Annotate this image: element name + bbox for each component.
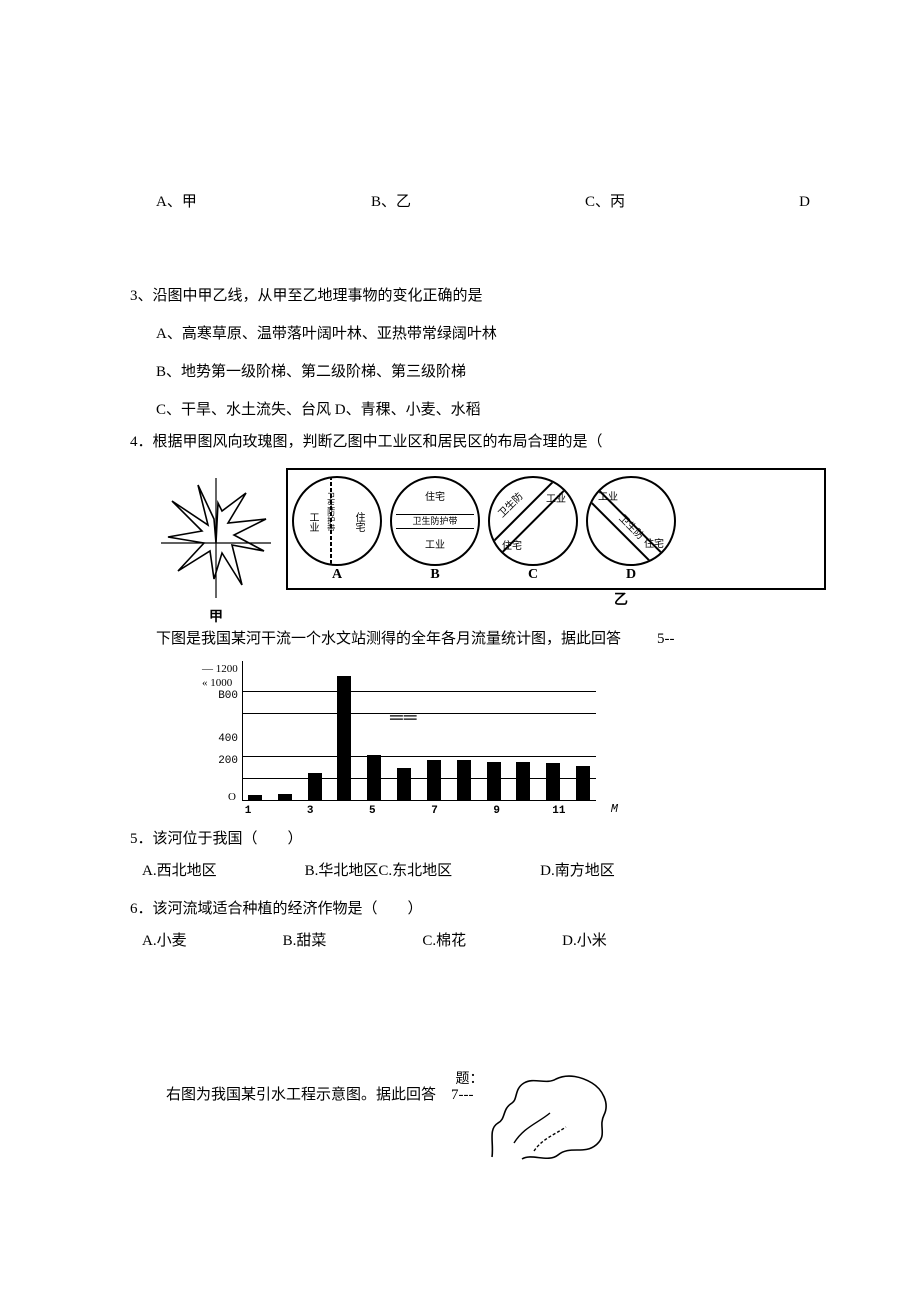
circle-d-nw: 工业 [598,492,618,503]
x-tick-label: 3 [307,803,314,821]
origin-label: O [228,789,236,807]
q6-opt-b: B.甜菜 [283,929,327,953]
layout-panel: 工业 卫生防护带 住宅 A 住宅 卫生防护带 工业 B [286,468,826,590]
x-tick-label: 5 [369,803,376,821]
q2-opt-d: D [799,190,810,214]
x-axis-symbol: M [611,800,618,819]
circle-a-wrap: 工业 卫生防护带 住宅 A [292,476,382,586]
x-tick-label: 9 [493,803,500,821]
q5-options: A.西北地区 B.华北地区C.东北地区 D.南方地区 [142,859,820,883]
bar [248,795,262,800]
y-tick-label: 400 [190,731,238,749]
fig56-intro: 下图是我国某河干流一个水文站测得的全年各月流量统计图，据此回答 5-- [130,627,820,651]
x-tick-label: 11 [552,803,565,821]
circle-c-ne: 工业 [546,494,566,505]
q4-stem: 4．根据甲图风向玫瑰图，判断乙图中工业区和居民区的布局合理的是（ [130,430,820,454]
circle-a-left: 工业 [304,512,320,532]
q5-opt-d: D.南方地区 [540,859,615,883]
bar [516,762,530,801]
fig56-intro-suffix: 5-- [657,627,675,651]
q6-opt-c: C.棉花 [422,929,466,953]
circle-d-wrap: 工业 卫生防 住宅 D [586,476,676,586]
circle-b-mid: 卫生防护带 [396,514,474,529]
bar [487,762,501,801]
panel-label: 乙 [416,590,826,612]
gridline [242,778,596,779]
gridline [242,713,596,714]
q2-opt-b: B、乙 [371,190,411,214]
circle-c: 卫生防 工业 住宅 [488,476,578,566]
circle-b-top: 住宅 [392,490,478,506]
map-thumb: 题： [484,1073,614,1163]
q4-figure: 甲 工业 卫生防护带 住宅 A 住宅 [156,468,820,613]
x-tick-label: 1 [245,803,252,821]
q6-options: A.小麦 B.甜菜 C.棉花 D.小米 [142,929,820,953]
q6-opt-a: A.小麦 [142,929,187,953]
windrose-icon [156,473,276,603]
q5-opt-a: A.西北地区 [142,859,217,883]
flow-chart: — 1200 « 1000 ══ O M B004002001357911 [190,661,610,821]
q6-stem: 6．该河流域适合种植的经济作物是（ ） [130,897,820,921]
circle-d-se: 住宅 [644,539,664,550]
q2-opt-c: C、丙 [585,190,625,214]
bar [576,766,590,801]
circle-c-wrap: 卫生防 工业 住宅 C [488,476,578,586]
windrose-panel: 甲 [156,473,276,613]
circle-d-label: D [626,564,636,586]
circle-b-label: B [430,564,439,586]
q3-opt-cd: C、干旱、水土流失、台风 D、青稞、小麦、水稻 [130,398,820,422]
q7-text: 右图为我国某引水工程示意图。据此回答 7--- [130,1073,474,1107]
circle-c-sw: 住宅 [502,541,522,552]
q2-options-row: A、甲 B、乙 C、丙 D [130,190,820,214]
bar [278,794,292,801]
fig56-intro-prefix: 下图是我国某河干流一个水文站测得的全年各月流量统计图，据此回答 [156,627,621,651]
circle-a: 工业 卫生防护带 住宅 [292,476,382,566]
q2-opt-a: A、甲 [156,190,197,214]
q5-stem: 5．该河位于我国（ ） [130,827,820,851]
bar [457,760,471,801]
y-tick-label: 200 [190,753,238,771]
circle-b: 住宅 卫生防护带 工业 [390,476,480,566]
circle-c-label: C [528,564,538,586]
q3-opt-a: A、高寒草原、温带落叶阔叶林、亚热带常绿阔叶林 [130,322,820,346]
circle-d-mid: 卫生防 [617,513,646,542]
bar [546,763,560,801]
bar [397,768,411,801]
circle-a-right: 住宅 [350,512,366,532]
bar [427,760,441,801]
map-icon [484,1073,614,1163]
circle-a-label: A [332,564,342,586]
circle-d: 工业 卫生防 住宅 [586,476,676,566]
q7-map-label: 题： [456,1069,484,1091]
circle-b-wrap: 住宅 卫生防护带 工业 B [390,476,480,586]
q3-opt-b: B、地势第一级阶梯、第二级阶梯、第三级阶梯 [130,360,820,384]
gridline [242,691,596,692]
bar [337,676,351,801]
circle-a-mid: 卫生防护带 [327,492,335,532]
circle-b-bot: 工业 [392,538,478,554]
layout-panel-wrap: 工业 卫生防护带 住宅 A 住宅 卫生防护带 工业 B [286,468,826,613]
q3-stem: 3、沿图中甲乙线，从甲至乙地理事物的变化正确的是 [130,284,820,308]
x-tick-label: 7 [431,803,438,821]
windrose-label: 甲 [156,607,276,629]
q7-block: 右图为我国某引水工程示意图。据此回答 7--- 题： [130,1073,820,1163]
q5-opt-bc: B.华北地区C.东北地区 [305,859,453,883]
q6-opt-d: D.小米 [562,929,607,953]
gridline [242,756,596,757]
circle-c-nw: 卫生防 [497,491,526,520]
y-tick-label: B00 [190,688,238,706]
